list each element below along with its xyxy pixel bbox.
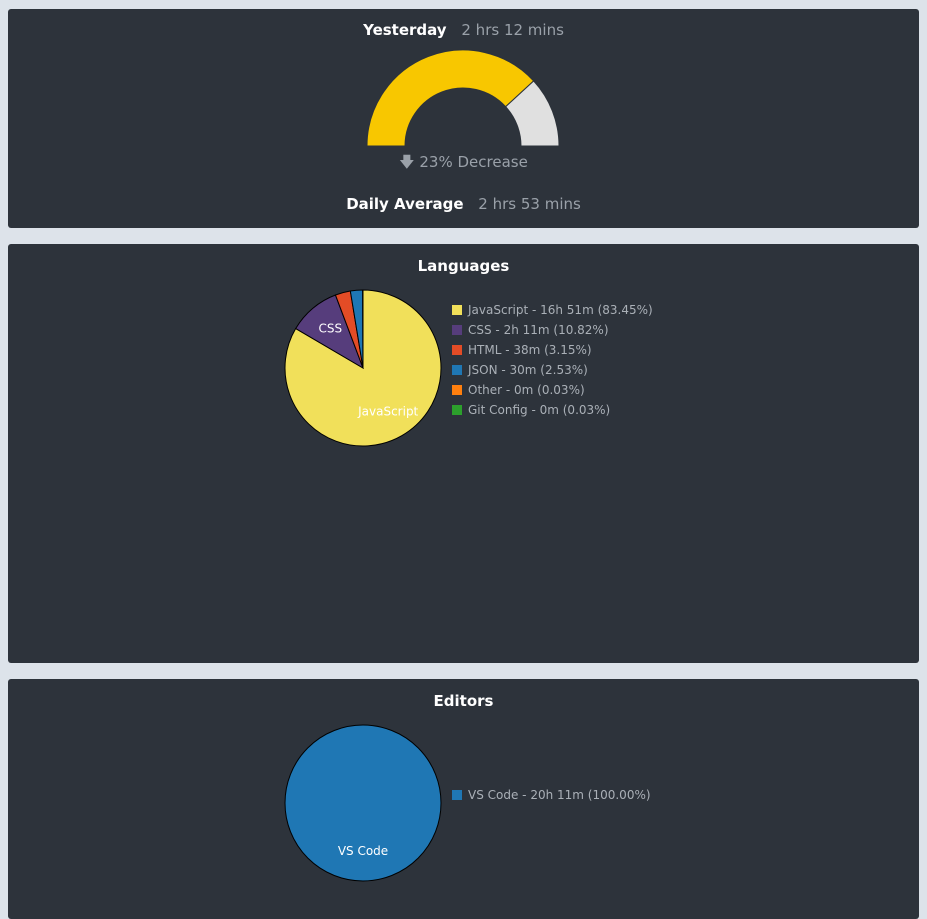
daily-average-value: 2 hrs 53 mins xyxy=(478,195,581,213)
legend-item: JavaScript - 16h 51m (83.45%) xyxy=(452,300,653,320)
legend-text: VS Code - 20h 11m (100.00%) xyxy=(468,788,651,802)
change-text: 23% Decrease xyxy=(419,153,527,171)
gauge-fill-arc xyxy=(367,50,534,146)
legend-swatch xyxy=(452,790,462,800)
legend-text: HTML - 38m (3.15%) xyxy=(468,343,592,357)
legend-text: Git Config - 0m (0.03%) xyxy=(468,403,610,417)
legend-swatch xyxy=(452,385,462,395)
legend-swatch xyxy=(452,405,462,415)
legend-swatch xyxy=(452,305,462,315)
daily-average-label: Daily Average xyxy=(346,195,463,213)
legend-item: Other - 0m (0.03%) xyxy=(452,380,653,400)
pie-label-javascript: JavaScript xyxy=(357,404,418,418)
legend-text: JavaScript - 16h 51m (83.45%) xyxy=(468,303,653,317)
editors-legend: VS Code - 20h 11m (100.00%) xyxy=(452,785,651,805)
legend-swatch xyxy=(452,345,462,355)
legend-item: Git Config - 0m (0.03%) xyxy=(452,400,653,420)
daily-average-stat: Daily Average 2 hrs 53 mins xyxy=(8,195,919,213)
legend-swatch xyxy=(452,365,462,375)
languages-legend: JavaScript - 16h 51m (83.45%) CSS - 2h 11… xyxy=(452,300,653,420)
legend-text: CSS - 2h 11m (10.82%) xyxy=(468,323,609,337)
legend-item: CSS - 2h 11m (10.82%) xyxy=(452,320,653,340)
editors-card: Editors VS Code VS Code - 20h 11m (100.0… xyxy=(8,679,919,919)
pie-label-vs-code: VS Code xyxy=(338,844,388,858)
legend-text: JSON - 30m (2.53%) xyxy=(468,363,588,377)
legend-swatch xyxy=(452,325,462,335)
legend-item: JSON - 30m (2.53%) xyxy=(452,360,653,380)
summary-card: Yesterday 2 hrs 12 mins 🡇 23% Decrease D… xyxy=(8,9,919,228)
legend-item: VS Code - 20h 11m (100.00%) xyxy=(452,785,651,805)
legend-text: Other - 0m (0.03%) xyxy=(468,383,585,397)
change-indicator: 🡇 23% Decrease xyxy=(8,152,919,177)
legend-item: HTML - 38m (3.15%) xyxy=(452,340,653,360)
arrow-down-icon: 🡇 xyxy=(399,153,414,171)
pie-label-css: CSS xyxy=(319,322,343,336)
